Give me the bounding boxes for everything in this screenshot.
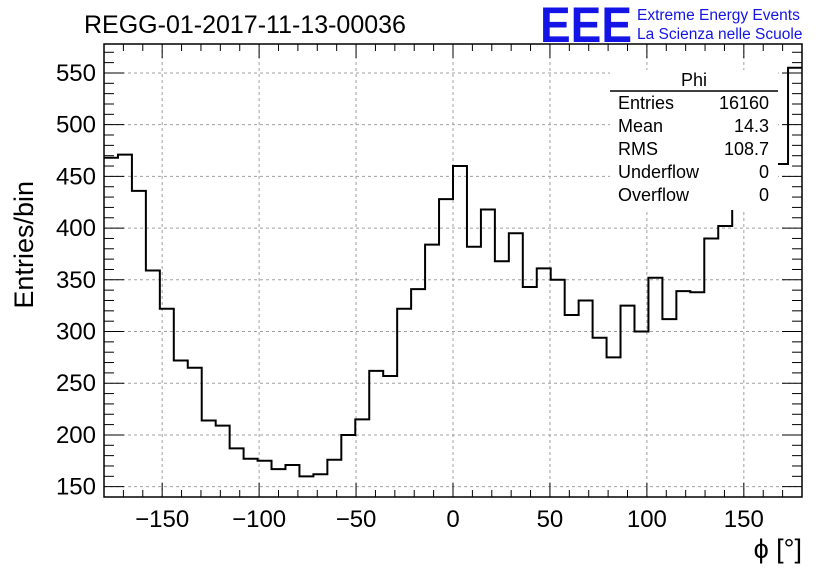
logo-line1: Extreme Energy Events — [637, 7, 800, 24]
y-tick-label: 200 — [56, 422, 96, 449]
stats-title: Phi — [681, 70, 707, 90]
eee-logo: EEE Extreme Energy Events La Scienza nel… — [540, 0, 802, 53]
y-tick-labels: 150 200 250 300 350 400 450 500 550 — [56, 60, 96, 501]
x-tick-label: 0 — [446, 506, 459, 533]
y-tick-label: 300 — [56, 319, 96, 346]
y-tick-label: 400 — [56, 215, 96, 242]
plot-frame — [103, 43, 803, 498]
stats-label: RMS — [618, 139, 658, 159]
stats-value: 14.3 — [734, 116, 769, 136]
y-tick-label: 350 — [56, 267, 96, 294]
x-axis-label: ϕ [°] — [754, 534, 802, 564]
stats-value: 0 — [759, 162, 769, 182]
x-tick-label: −150 — [135, 506, 189, 533]
plot-grid — [104, 44, 802, 497]
y-tick-label: 150 — [56, 474, 96, 501]
histogram-series — [104, 66, 802, 478]
stats-box-background — [610, 70, 778, 210]
x-tick-label: 100 — [627, 506, 667, 533]
stats-value: 0 — [759, 185, 769, 205]
x-tick-label: 50 — [537, 506, 564, 533]
y-tick-label: 250 — [56, 370, 96, 397]
y-axis-label: Entries/bin — [9, 181, 39, 309]
x-tick-label: −100 — [232, 506, 286, 533]
stats-label: Underflow — [618, 162, 700, 182]
axis-ticks — [104, 44, 802, 498]
stats-value: 16160 — [719, 93, 769, 113]
stats-label: Mean — [618, 116, 663, 136]
y-tick-label: 500 — [56, 112, 96, 139]
stats-value: 108.7 — [724, 139, 769, 159]
chart-title: REGG-01-2017-11-13-00036 — [84, 11, 406, 39]
stats-label: Overflow — [618, 185, 690, 205]
stats-label: Entries — [618, 93, 674, 113]
stats-box: Phi Entries 16160 Mean 14.3 RMS 108.7 Underflo… — [610, 70, 778, 210]
logo-mark: EEE — [540, 0, 632, 53]
x-tick-label: 150 — [724, 506, 764, 533]
y-tick-label: 450 — [56, 163, 96, 190]
y-tick-label: 550 — [56, 60, 96, 87]
x-tick-label: −50 — [336, 506, 377, 533]
histogram-step-line — [104, 66, 802, 478]
logo-line2: La Scienza nelle Scuole — [637, 26, 802, 43]
x-tick-labels: −150 −100 −50 0 50 100 150 — [135, 506, 764, 533]
